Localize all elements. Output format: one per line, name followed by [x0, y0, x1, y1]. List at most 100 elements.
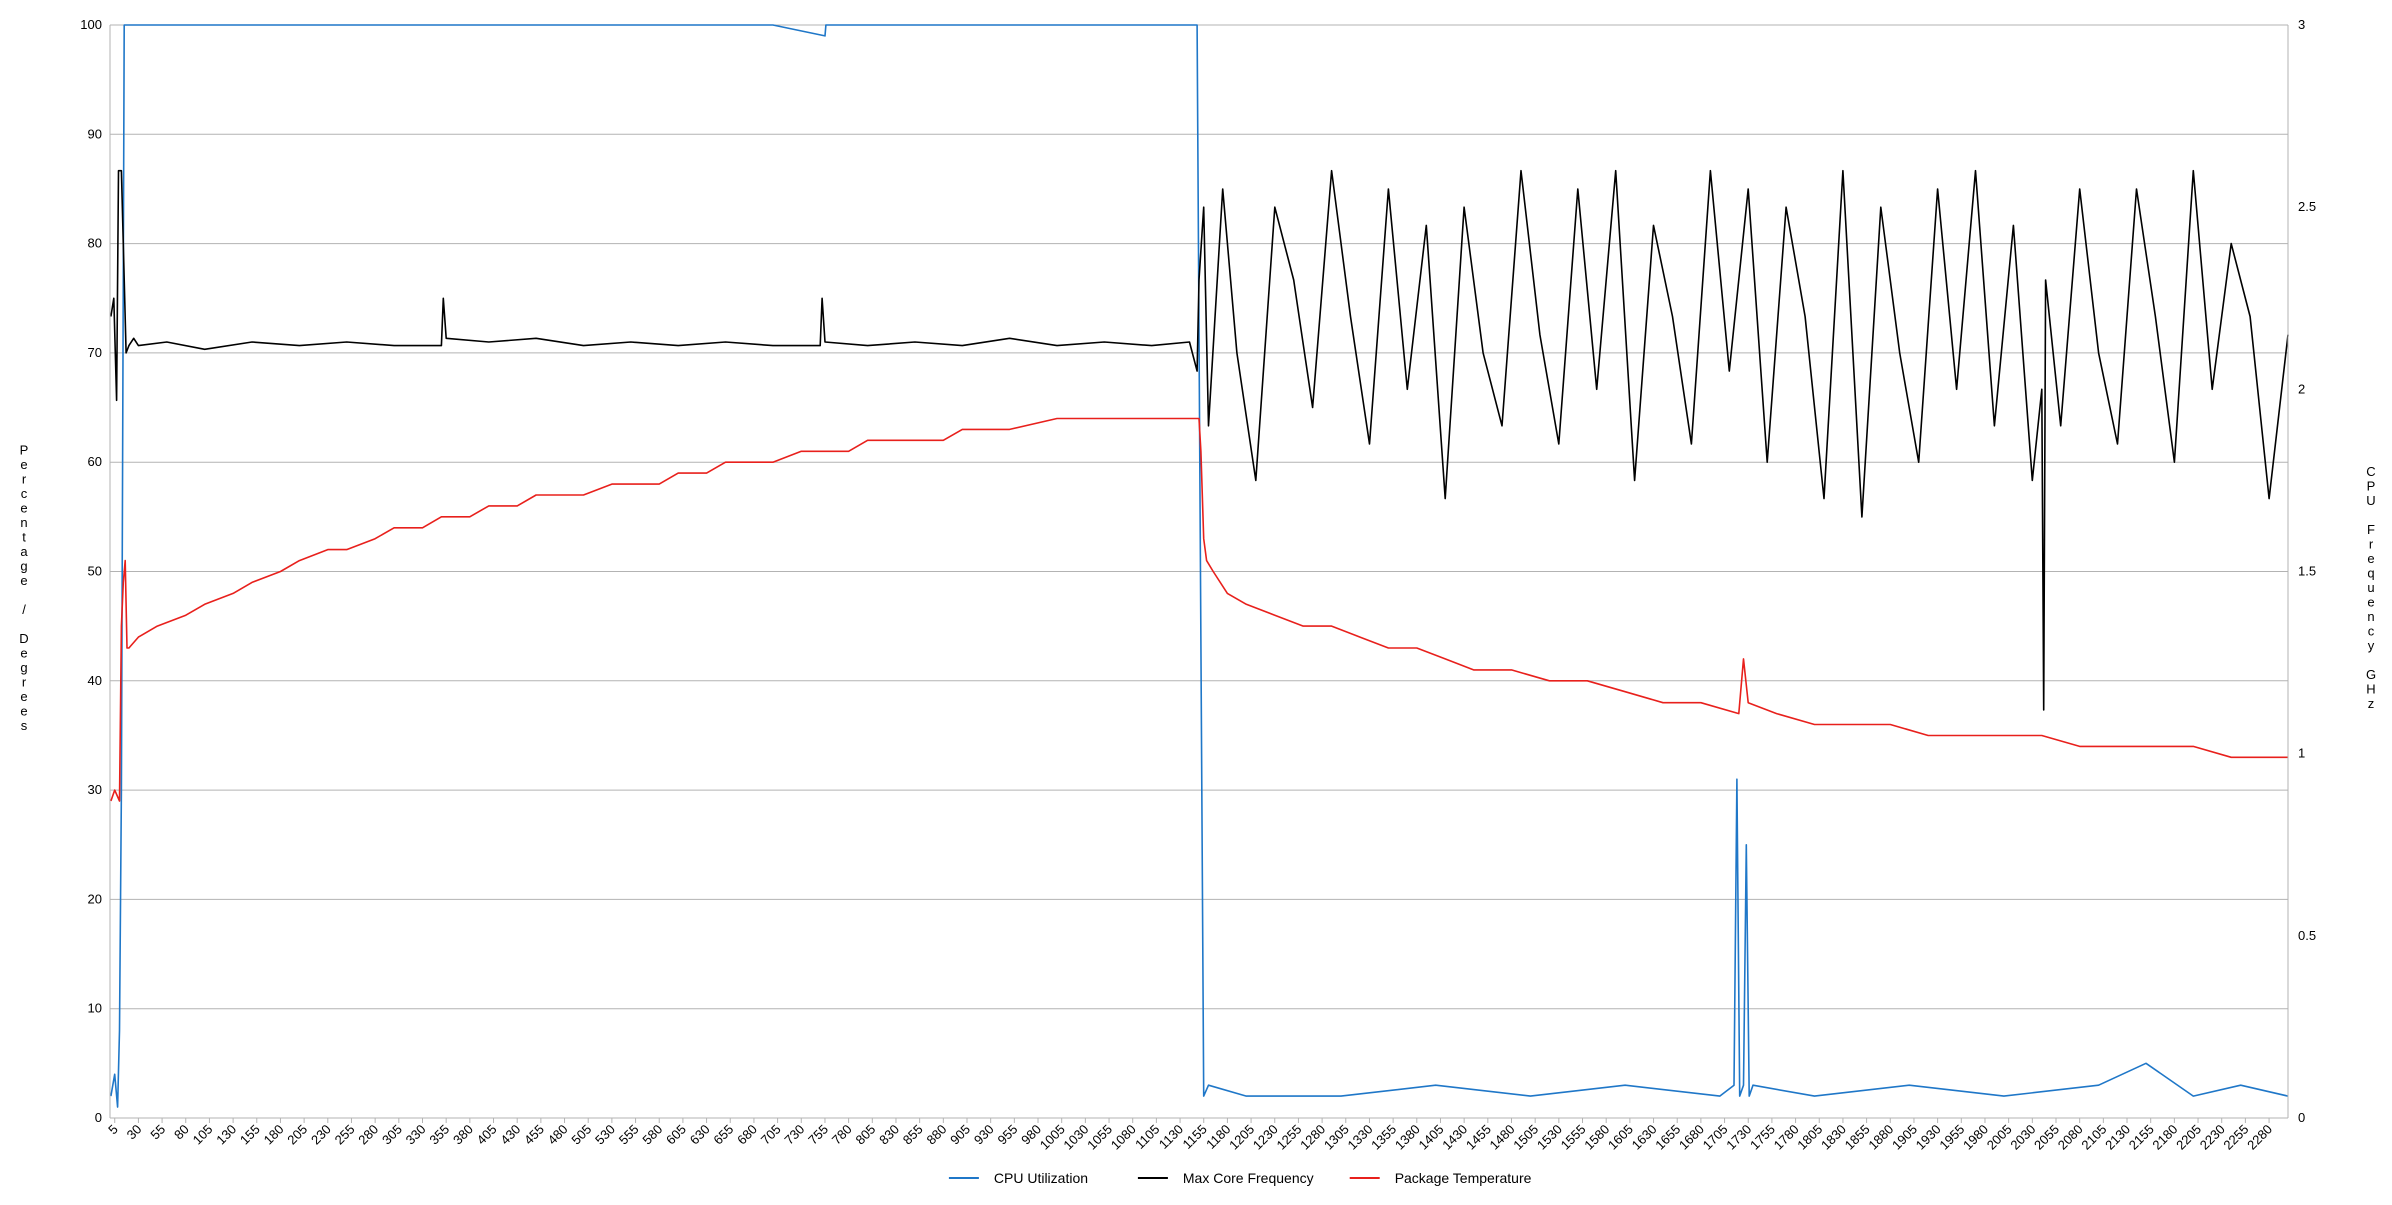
x-tick-label: 1855	[1842, 1122, 1873, 1153]
legend-entry: CPU Utilization	[948, 1170, 1088, 1186]
x-tick-label: 1705	[1700, 1122, 1731, 1153]
x-tick-label: 1230	[1250, 1122, 1281, 1153]
x-tick-label: 355	[426, 1122, 452, 1148]
x-tick-label: 505	[568, 1122, 594, 1148]
x-tick-label: 2005	[1984, 1122, 2015, 1153]
x-tick-label: 455	[521, 1122, 547, 1148]
x-tick-label: 280	[355, 1122, 381, 1148]
x-tick-label: 180	[261, 1122, 287, 1148]
x-tick-label: 1830	[1818, 1122, 1849, 1153]
x-tick-label: 730	[781, 1122, 807, 1148]
x-tick-label: 1480	[1487, 1122, 1518, 1153]
x-tick-label: 1405	[1416, 1122, 1447, 1153]
x-tick-label: 1030	[1060, 1122, 1091, 1153]
x-tick-label: 755	[805, 1122, 831, 1148]
x-tick-label: 1605	[1605, 1122, 1636, 1153]
x-tick-label: 805	[852, 1122, 878, 1148]
x-tick-label: 1055	[1084, 1122, 1115, 1153]
x-tick-label: 1930	[1913, 1122, 1944, 1153]
x-tick-label: 1805	[1794, 1122, 1825, 1153]
x-tick-label: 930	[971, 1122, 997, 1148]
y-left-tick-label: 100	[80, 17, 102, 32]
y-left-tick-label: 0	[95, 1110, 102, 1125]
x-tick-label: 655	[710, 1122, 736, 1148]
x-tick-label: 2030	[2007, 1122, 2038, 1153]
y-left-tick-label: 80	[88, 236, 102, 251]
x-tick-label: 105	[190, 1122, 216, 1148]
x-tick-label: 2055	[2031, 1122, 2062, 1153]
x-tick-label: 2180	[2149, 1122, 2180, 1153]
x-tick-label: 2230	[2197, 1122, 2228, 1153]
x-tick-label: 1630	[1629, 1122, 1660, 1153]
series-line-0	[110, 24, 2289, 1108]
x-tick-label: 630	[687, 1122, 713, 1148]
x-tick-label: 1580	[1581, 1122, 1612, 1153]
x-tick-label: 1730	[1723, 1122, 1754, 1153]
legend-entry: Max Core Frequency	[1137, 1170, 1314, 1186]
legend-label: Package Temperature	[1395, 1170, 1532, 1186]
x-tick-label: 1880	[1865, 1122, 1896, 1153]
legend: CPU Utilization Max Core Frequency Package…	[948, 1170, 1532, 1186]
y-left-tick-label: 20	[88, 891, 102, 906]
x-tick-label: 2130	[2102, 1122, 2133, 1153]
x-tick-label: 480	[545, 1122, 571, 1148]
legend-label: Max Core Frequency	[1183, 1170, 1314, 1186]
x-tick-label: 1430	[1439, 1122, 1470, 1153]
x-tick-label: 30	[124, 1122, 145, 1143]
x-tick-label: 330	[403, 1122, 429, 1148]
series-lines	[110, 24, 2289, 1108]
y-right-tick-label: 1	[2298, 746, 2305, 761]
x-tick-label: 905	[947, 1122, 973, 1148]
x-tick-label: 1755	[1747, 1122, 1778, 1153]
x-tick-label: 1980	[1960, 1122, 1991, 1153]
x-tick-label: 1455	[1463, 1122, 1494, 1153]
x-tick-label: 1255	[1273, 1122, 1304, 1153]
x-tick-label: 1905	[1889, 1122, 1920, 1153]
x-tick-label: 855	[900, 1122, 926, 1148]
x-tick-label: 680	[734, 1122, 760, 1148]
x-tick-label: 2080	[2055, 1122, 2086, 1153]
x-tick-label: 1205	[1226, 1122, 1257, 1153]
x-tick-label: 605	[663, 1122, 689, 1148]
x-tick-label: 305	[379, 1122, 405, 1148]
y-right-tick-label: 2	[2298, 381, 2305, 396]
x-tick-label: 2205	[2173, 1122, 2204, 1153]
x-tick-label: 2155	[2126, 1122, 2157, 1153]
x-tick-label: 1680	[1676, 1122, 1707, 1153]
x-tick-label: 55	[147, 1122, 168, 1143]
x-tick-label: 830	[876, 1122, 902, 1148]
x-tick-label: 1655	[1652, 1122, 1683, 1153]
y-left-tick-label: 40	[88, 673, 102, 688]
y-right-tick-label: 0.5	[2298, 928, 2316, 943]
x-tick-label: 555	[616, 1122, 642, 1148]
y-right-tick-label: 1.5	[2298, 564, 2316, 579]
x-tick-label: 1080	[1108, 1122, 1139, 1153]
x-tick-label: 2280	[2244, 1122, 2275, 1153]
x-tick-label: 1555	[1558, 1122, 1589, 1153]
x-tick-label: 1180	[1203, 1122, 1233, 1152]
x-tick-label: 1530	[1534, 1122, 1565, 1153]
x-tick-label: 705	[758, 1122, 784, 1148]
y-right-tick-label: 0	[2298, 1110, 2305, 1125]
y-right-tick-label: 3	[2298, 17, 2305, 32]
gridlines	[110, 24, 2288, 1119]
series-line-2	[110, 417, 2288, 802]
y-left-tick-label: 70	[88, 345, 102, 360]
y-left-tick-label: 50	[88, 564, 102, 579]
x-tick-label: 2105	[2078, 1122, 2109, 1153]
x-tick-label: 1505	[1510, 1122, 1541, 1153]
x-tick-label: 405	[474, 1122, 500, 1148]
x-tick-label: 130	[213, 1122, 239, 1148]
x-tick-label: 380	[450, 1122, 476, 1148]
x-tick-label: 530	[592, 1122, 618, 1148]
y-right-tick-label: 2.5	[2298, 199, 2316, 214]
y-left-tick-label: 60	[88, 454, 102, 469]
x-tick-label: 205	[284, 1122, 310, 1148]
series-line-1	[110, 169, 2289, 711]
x-tick-label: 80	[171, 1122, 192, 1143]
x-tick-label: 1155	[1179, 1122, 1209, 1152]
x-tick-label: 955	[995, 1122, 1021, 1148]
